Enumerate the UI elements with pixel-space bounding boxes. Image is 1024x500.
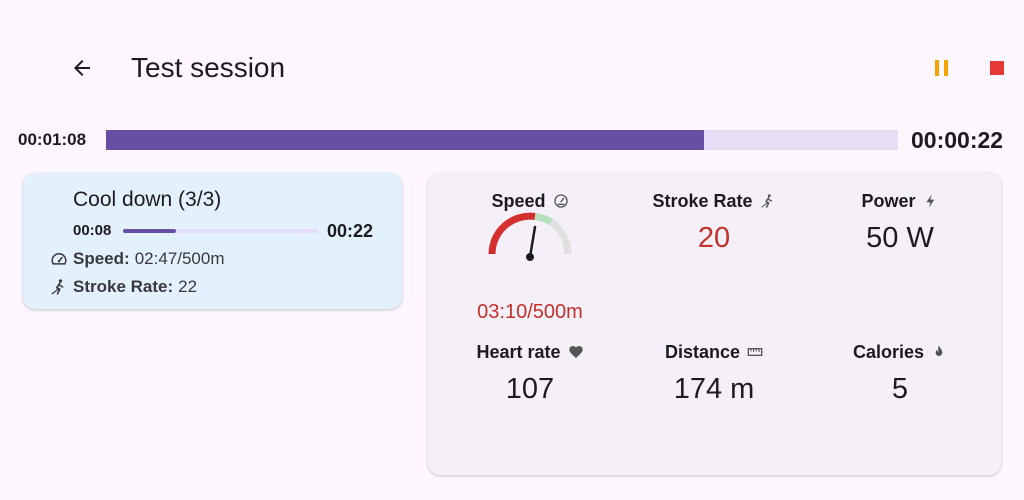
stop-icon [990,61,1004,75]
pause-icon [935,60,948,76]
rowing-icon [50,278,68,296]
metric-heart-rate-value: 107 [505,373,555,405]
metric-power-label-text: Power [861,191,916,211]
live-metrics-card [428,173,1001,475]
back-button[interactable] [62,48,102,88]
speed-gauge [488,212,572,261]
metric-heart-rate-label: Heart rate [440,341,620,363]
bolt-icon [923,193,939,209]
target-speed-value: 02:47/500m [134,249,225,268]
session-remaining-time: 00:00:22 [911,127,1004,153]
target-stroke-value: 22 [178,277,198,296]
stop-button[interactable] [977,48,1017,88]
interval-progress-bar [123,229,318,233]
target-stroke-label: Stroke Rate: [73,277,174,296]
metric-calories-label-text: Calories [852,342,925,362]
current-interval-card: Cool down (3/3) 00:08 00:22 [23,173,402,309]
session-progress-fill [106,130,704,150]
metric-distance-value: 174 m [673,373,755,405]
session-elapsed-time: 00:01:08 [18,130,87,149]
interval-progress-fill [123,229,176,233]
metric-power-value: 50 W [866,222,934,254]
rowing-icon [760,193,776,209]
metric-distance-label-text: Distance [664,342,741,362]
metric-stroke-rate-label: Stroke Rate [624,190,804,212]
heart-icon [568,344,584,360]
target-speed-row: Speed: 02:47/500m [50,248,224,270]
target-speed-label: Speed: [73,249,130,268]
metric-speed-label: Speed [440,190,620,212]
metric-speed-value: 03:10/500m [477,301,583,323]
metric-stroke-rate-label-text: Stroke Rate [652,191,753,211]
page-title: Test session [131,52,286,83]
arrow-back-icon [74,60,90,76]
metric-stroke-rate-value: 20 [697,222,731,254]
target-stroke-row: Stroke Rate: 22 [50,276,197,298]
metric-heart-rate-label-text: Heart rate [476,342,561,362]
fire-icon [931,344,947,360]
interval-title: Cool down (3/3) [73,188,222,211]
metric-distance-label: Distance [624,341,804,363]
top-app-bar: Test session [0,0,1024,138]
speedometer-icon [553,193,569,209]
pause-button[interactable] [922,48,962,88]
metric-power-label: Power [810,190,990,212]
metric-calories-value: 5 [891,373,909,405]
speedometer-icon [50,250,68,268]
ruler-icon [747,344,763,360]
metric-calories-label: Calories [810,341,990,363]
metric-speed-label-text: Speed [491,191,546,211]
interval-remaining-time: 00:22 [327,221,374,241]
interval-elapsed-time: 00:08 [73,222,112,239]
session-progress-bar [106,130,898,150]
